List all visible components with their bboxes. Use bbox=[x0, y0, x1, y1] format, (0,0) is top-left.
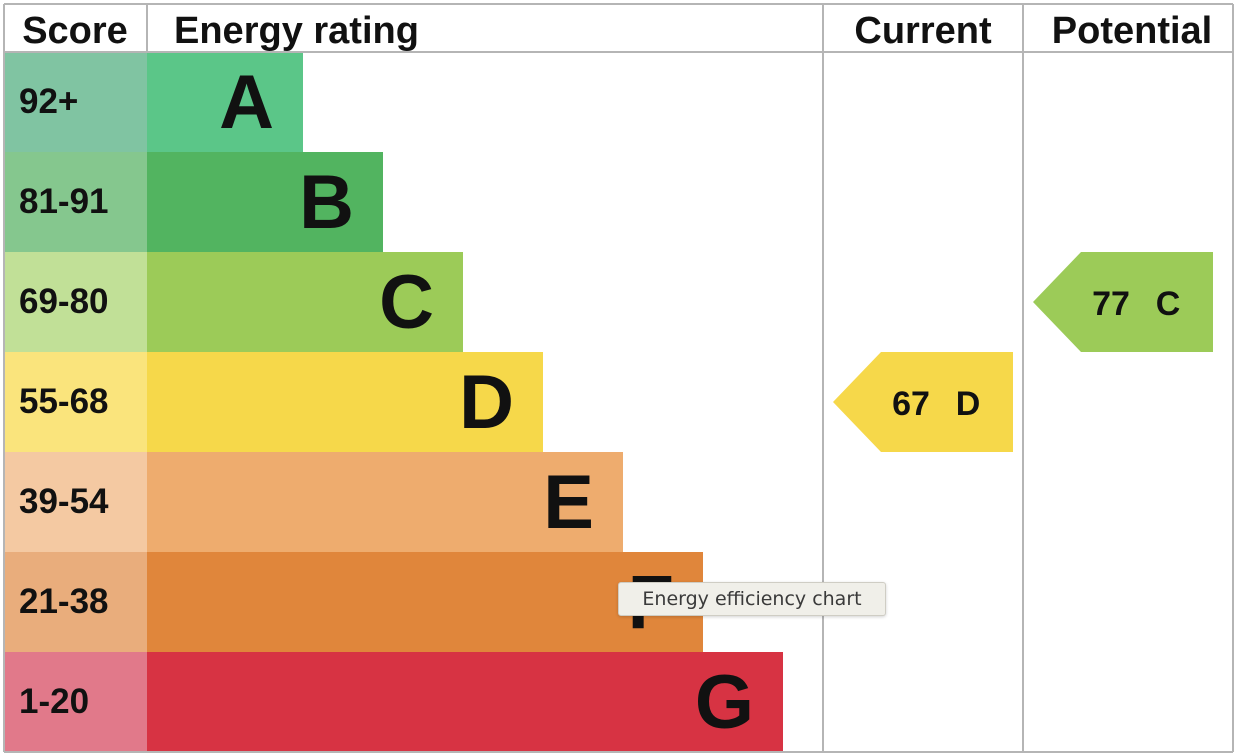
rating-letter-d: D bbox=[459, 360, 514, 445]
rating-bar-a bbox=[147, 52, 303, 152]
score-cell-e bbox=[4, 452, 147, 552]
score-range-g: 1-20 bbox=[19, 682, 89, 721]
score-range-a: 92+ bbox=[19, 82, 78, 121]
current-rating-band: D bbox=[956, 385, 981, 423]
rating-letter-c: C bbox=[379, 260, 434, 345]
score-range-c: 69-80 bbox=[19, 282, 109, 321]
current-rating-value: 67 bbox=[892, 385, 930, 423]
score-cell-d bbox=[4, 352, 147, 452]
potential-rating-band: C bbox=[1156, 285, 1181, 323]
score-cell-f bbox=[4, 552, 147, 652]
score-cell-a bbox=[4, 52, 147, 152]
score-cell-b bbox=[4, 152, 147, 252]
score-range-e: 39-54 bbox=[19, 482, 109, 521]
rating-letter-g: G bbox=[695, 660, 754, 745]
rating-bar-g bbox=[147, 652, 783, 752]
score-range-f: 21-38 bbox=[19, 582, 109, 621]
chart-tooltip: Energy efficiency chart bbox=[618, 582, 886, 616]
header-potential: Potential bbox=[1052, 10, 1212, 52]
score-range-d: 55-68 bbox=[19, 382, 109, 421]
potential-rating-value: 77 bbox=[1092, 285, 1130, 323]
score-cell-c bbox=[4, 252, 147, 352]
header-energy-rating: Energy rating bbox=[174, 10, 419, 52]
rating-bar-d bbox=[147, 352, 543, 452]
score-cell-g bbox=[4, 652, 147, 752]
potential-rating-arrow bbox=[1033, 252, 1213, 352]
rating-bar-b bbox=[147, 152, 383, 252]
rating-bar-e bbox=[147, 452, 623, 552]
rating-bar-c bbox=[147, 252, 463, 352]
rating-letter-b: B bbox=[299, 160, 354, 245]
header-score: Score bbox=[22, 10, 128, 52]
current-rating-arrow bbox=[833, 352, 1013, 452]
score-range-b: 81-91 bbox=[19, 182, 109, 221]
rating-bar-f bbox=[147, 552, 703, 652]
rating-letter-a: A bbox=[219, 60, 274, 145]
header-current: Current bbox=[854, 10, 992, 52]
rating-letter-e: E bbox=[543, 460, 594, 545]
